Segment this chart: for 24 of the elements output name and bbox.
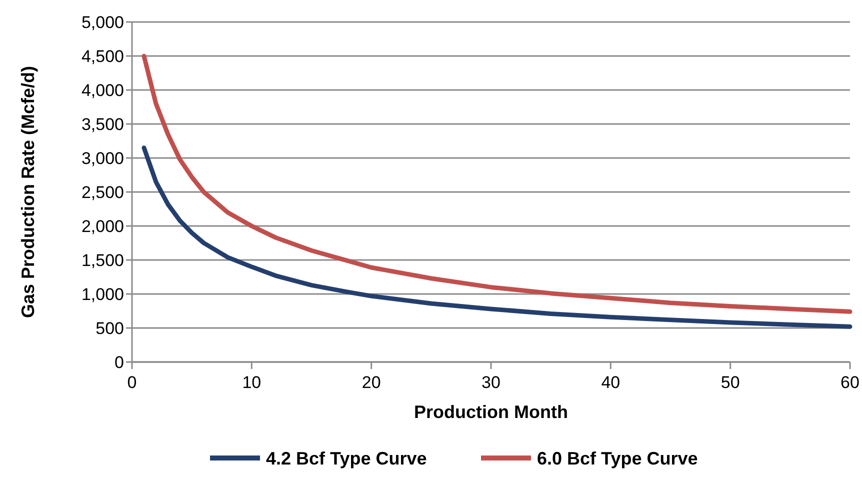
line-series — [142, 146, 852, 329]
y-tick-label: 3,000 — [81, 148, 124, 168]
y-tick-label: 0 — [114, 352, 124, 372]
x-tick-label: 20 — [362, 373, 381, 392]
y-tick-label: 500 — [96, 318, 124, 338]
y-tick-label: 4,000 — [81, 80, 124, 100]
x-tick-label: 0 — [127, 373, 137, 392]
x-tick-label: 60 — [840, 373, 860, 392]
y-tick-label: 1,500 — [81, 250, 124, 270]
y-tick-label: 3,500 — [81, 114, 124, 134]
x-tick-label: 30 — [482, 373, 500, 392]
y-tick-label: 2,000 — [81, 216, 124, 236]
legend-label: 6.0 Bcf Type Curve — [537, 448, 698, 468]
x-tick-label: 10 — [242, 373, 262, 392]
y-tick-label: 5,000 — [81, 12, 124, 32]
x-tick-label: 40 — [601, 373, 620, 392]
y-tick-label: 1,000 — [81, 284, 124, 304]
x-tick-label: 50 — [720, 373, 740, 392]
legend-label: 4.2 Bcf Type Curve — [266, 448, 427, 468]
y-tick-label: 4,500 — [81, 46, 124, 66]
line-series — [142, 54, 852, 314]
y-axis-title: Gas Production Rate (Mcfe/d) — [18, 66, 38, 318]
y-tick-label: 2,500 — [81, 182, 124, 202]
x-axis-title: Production Month — [414, 402, 568, 422]
